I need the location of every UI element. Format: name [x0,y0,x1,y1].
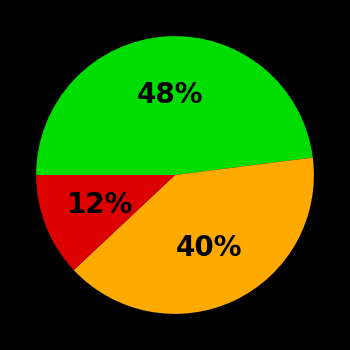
Wedge shape [36,175,175,270]
Text: 48%: 48% [137,80,203,108]
Wedge shape [74,158,314,314]
Text: 12%: 12% [67,191,133,219]
Wedge shape [36,36,313,175]
Text: 40%: 40% [176,234,243,262]
